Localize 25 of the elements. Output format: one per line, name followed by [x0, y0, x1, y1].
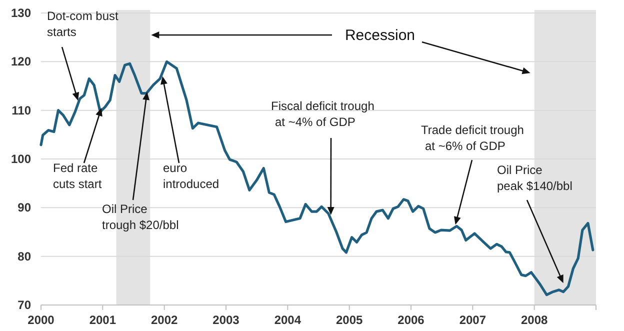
- y-tick-label: 110: [12, 103, 32, 118]
- y-tick-label: 130: [10, 6, 32, 20]
- y-tick-label: 100: [10, 152, 32, 166]
- x-tick-label: 2003: [212, 313, 240, 327]
- y-tick-label: 120: [10, 54, 32, 69]
- x-tick-label: 2006: [398, 313, 425, 327]
- line-series: [40, 60, 594, 296]
- annotation: Trade deficit trough at ~6% of GDP: [421, 123, 524, 153]
- annotation: Fed rate cuts start: [53, 161, 102, 191]
- x-tick-label: 2000: [28, 313, 55, 327]
- x-tick-label: 2001: [89, 313, 116, 327]
- y-tick-label: 80: [18, 249, 32, 264]
- annotation: Oil Price peak $140/bbl: [497, 163, 572, 193]
- annotation: euro introduced: [163, 161, 220, 191]
- x-tick-label: 2002: [150, 313, 178, 327]
- y-tick-label: 90: [18, 200, 32, 215]
- x-tick-label: 2007: [459, 313, 486, 327]
- y-tick-label: 70: [18, 298, 32, 312]
- annotation: Dot-com bust starts: [47, 9, 120, 39]
- x-tick-label: 2004: [274, 313, 302, 327]
- x-tick-label: 2005: [336, 313, 364, 327]
- annotation: Fiscal deficit trough at ~4% of GDP: [271, 99, 374, 129]
- annotation: Recession: [344, 27, 416, 44]
- annotation: Oil Price trough $20/bbl: [102, 202, 179, 232]
- x-tick-label: 2008: [520, 313, 548, 327]
